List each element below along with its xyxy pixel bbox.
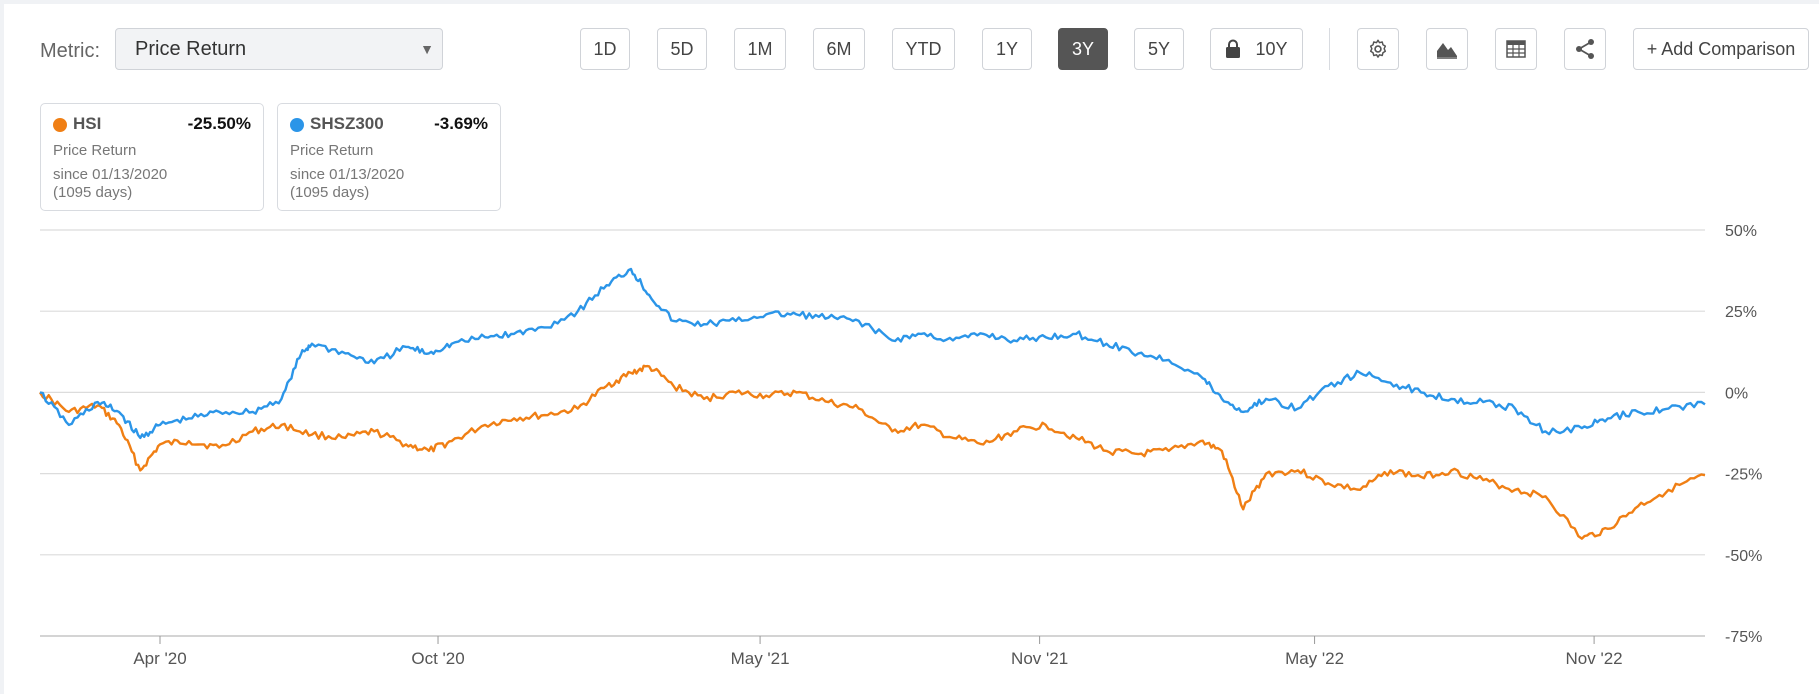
- series-name: HSI: [73, 114, 102, 133]
- dropdown-arrow-icon: ▼: [420, 41, 434, 57]
- series-metric: Price Return: [290, 142, 374, 159]
- chart-type-button[interactable]: [1426, 28, 1468, 70]
- metric-select[interactable]: Price Return ▼: [115, 28, 443, 70]
- series-since: since 01/13/2020: [53, 166, 168, 183]
- left-border: [0, 0, 4, 694]
- table-view-button[interactable]: [1495, 28, 1537, 70]
- settings-button[interactable]: [1357, 28, 1399, 70]
- x-tick-label: Oct '20: [411, 649, 464, 668]
- x-tick-label: May '22: [1285, 649, 1344, 668]
- y-tick-label: -75%: [1725, 629, 1762, 646]
- series-color-dot: [290, 118, 304, 132]
- x-tick-label: Apr '20: [133, 649, 186, 668]
- y-tick-label: -25%: [1725, 467, 1762, 484]
- legend-card-shsz300[interactable]: SHSZ300 -3.69% Price Return since 01/13/…: [277, 103, 501, 211]
- range-button-1d[interactable]: 1D: [580, 28, 630, 70]
- range-button-1y[interactable]: 1Y: [982, 28, 1032, 70]
- range-button-10y-label: 10Y: [1255, 38, 1288, 59]
- series-line-shsz300: [39, 267, 1706, 440]
- lock-icon: [1226, 39, 1241, 58]
- share-icon: [1576, 39, 1594, 59]
- range-button-5d[interactable]: 5D: [657, 28, 707, 70]
- x-tick-label: Nov '22: [1566, 649, 1623, 668]
- series-days: (1095 days): [53, 184, 133, 201]
- legend-card-hsi[interactable]: HSI -25.50% Price Return since 01/13/202…: [40, 103, 264, 211]
- area-chart-icon: [1437, 43, 1457, 59]
- gear-icon: [1369, 39, 1387, 58]
- top-border: [0, 0, 1819, 4]
- series-since: since 01/13/2020: [290, 166, 405, 183]
- add-comparison-button[interactable]: + Add Comparison: [1633, 28, 1809, 70]
- y-tick-label: 25%: [1725, 304, 1757, 321]
- series-return: -25.50%: [187, 114, 251, 133]
- metric-label: Metric:: [40, 40, 100, 62]
- range-button-6m[interactable]: 6M: [813, 28, 865, 70]
- y-tick-label: 50%: [1725, 223, 1757, 240]
- range-button-ytd[interactable]: YTD: [892, 28, 955, 70]
- share-button[interactable]: [1564, 28, 1606, 70]
- series-return: -3.69%: [434, 114, 488, 133]
- toolbar-divider: [1329, 28, 1330, 70]
- table-icon: [1506, 40, 1526, 58]
- range-button-3y[interactable]: 3Y: [1058, 28, 1108, 70]
- x-tick-label: May '21: [731, 649, 790, 668]
- range-button-1m[interactable]: 1M: [734, 28, 786, 70]
- series-name: SHSZ300: [310, 114, 384, 133]
- y-tick-label: -50%: [1725, 548, 1762, 565]
- series-metric: Price Return: [53, 142, 137, 159]
- x-tick-label: Nov '21: [1011, 649, 1068, 668]
- series-days: (1095 days): [290, 184, 370, 201]
- y-tick-label: 0%: [1725, 385, 1748, 402]
- series-line-hsi: [38, 364, 1706, 540]
- metric-select-value: Price Return: [135, 38, 247, 60]
- range-button-10y[interactable]: 10Y: [1210, 28, 1303, 70]
- range-button-5y[interactable]: 5Y: [1134, 28, 1184, 70]
- series-color-dot: [53, 118, 67, 132]
